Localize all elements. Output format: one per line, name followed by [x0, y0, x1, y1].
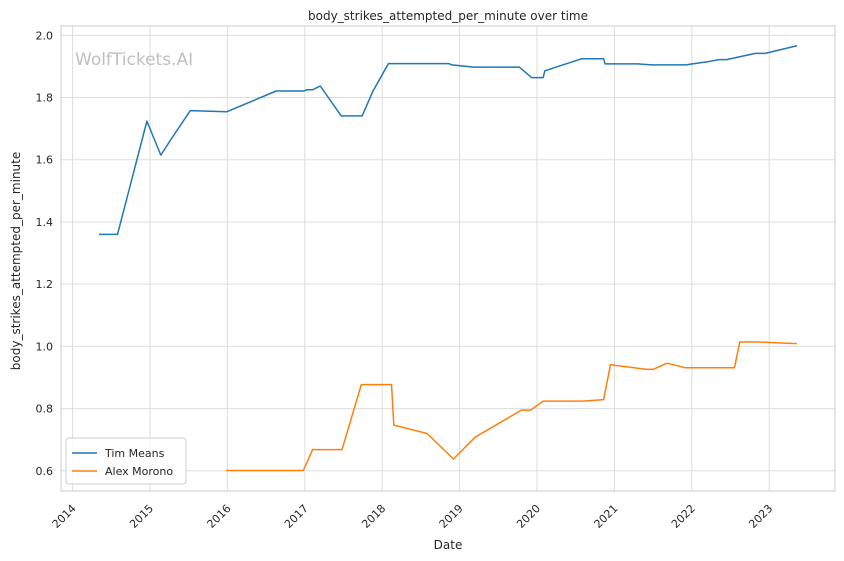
x-tick-labels: 2014 2015 2016 2017 2018 2019 2020 2021 2022 2023 [50, 502, 776, 531]
legend-label-alex-morono: Alex Morono [105, 465, 173, 478]
plot-background [61, 26, 835, 491]
x-tick-label: 2016 [205, 502, 234, 531]
chart-title: body_strikes_attempted_per_minute over t… [308, 9, 588, 23]
x-axis-title: Date [434, 538, 463, 552]
series-line-alex-morono [225, 341, 798, 472]
y-tick-label: 1.4 [36, 216, 54, 229]
series-line-tim-means [98, 45, 798, 236]
x-tick-label: 2018 [359, 502, 388, 531]
x-tick-label: 2014 [50, 502, 79, 531]
y-tick-labels: 0.6 0.8 1.0 1.2 1.4 1.6 1.8 2.0 [36, 29, 54, 477]
x-tick-label: 2017 [282, 502, 311, 531]
y-tick-label: 1.8 [36, 92, 54, 105]
watermark-text: WolfTickets.AI [75, 50, 193, 70]
x-tick-label: 2020 [514, 502, 543, 531]
grid-lines [61, 26, 835, 491]
x-tick-label: 2015 [127, 502, 156, 531]
x-tick-label: 2022 [669, 502, 698, 531]
x-tick-label: 2019 [437, 502, 466, 531]
y-tick-label: 1.6 [36, 154, 54, 167]
y-tick-label: 1.0 [36, 340, 54, 353]
y-axis-title: body_strikes_attempted_per_minute [9, 152, 23, 370]
y-tick-label: 0.6 [36, 465, 54, 478]
y-tick-label: 0.8 [36, 403, 54, 416]
y-tick-label: 1.2 [36, 278, 54, 291]
legend-box [65, 437, 187, 485]
x-tick-label: 2021 [592, 502, 621, 531]
x-tick-label: 2023 [746, 502, 775, 531]
legend-label-tim-means: Tim Means [104, 447, 165, 460]
legend: Tim Means Alex Morono [65, 437, 187, 485]
plot-frame [60, 25, 836, 492]
series-lines [98, 45, 798, 472]
y-tick-label: 2.0 [36, 29, 54, 42]
